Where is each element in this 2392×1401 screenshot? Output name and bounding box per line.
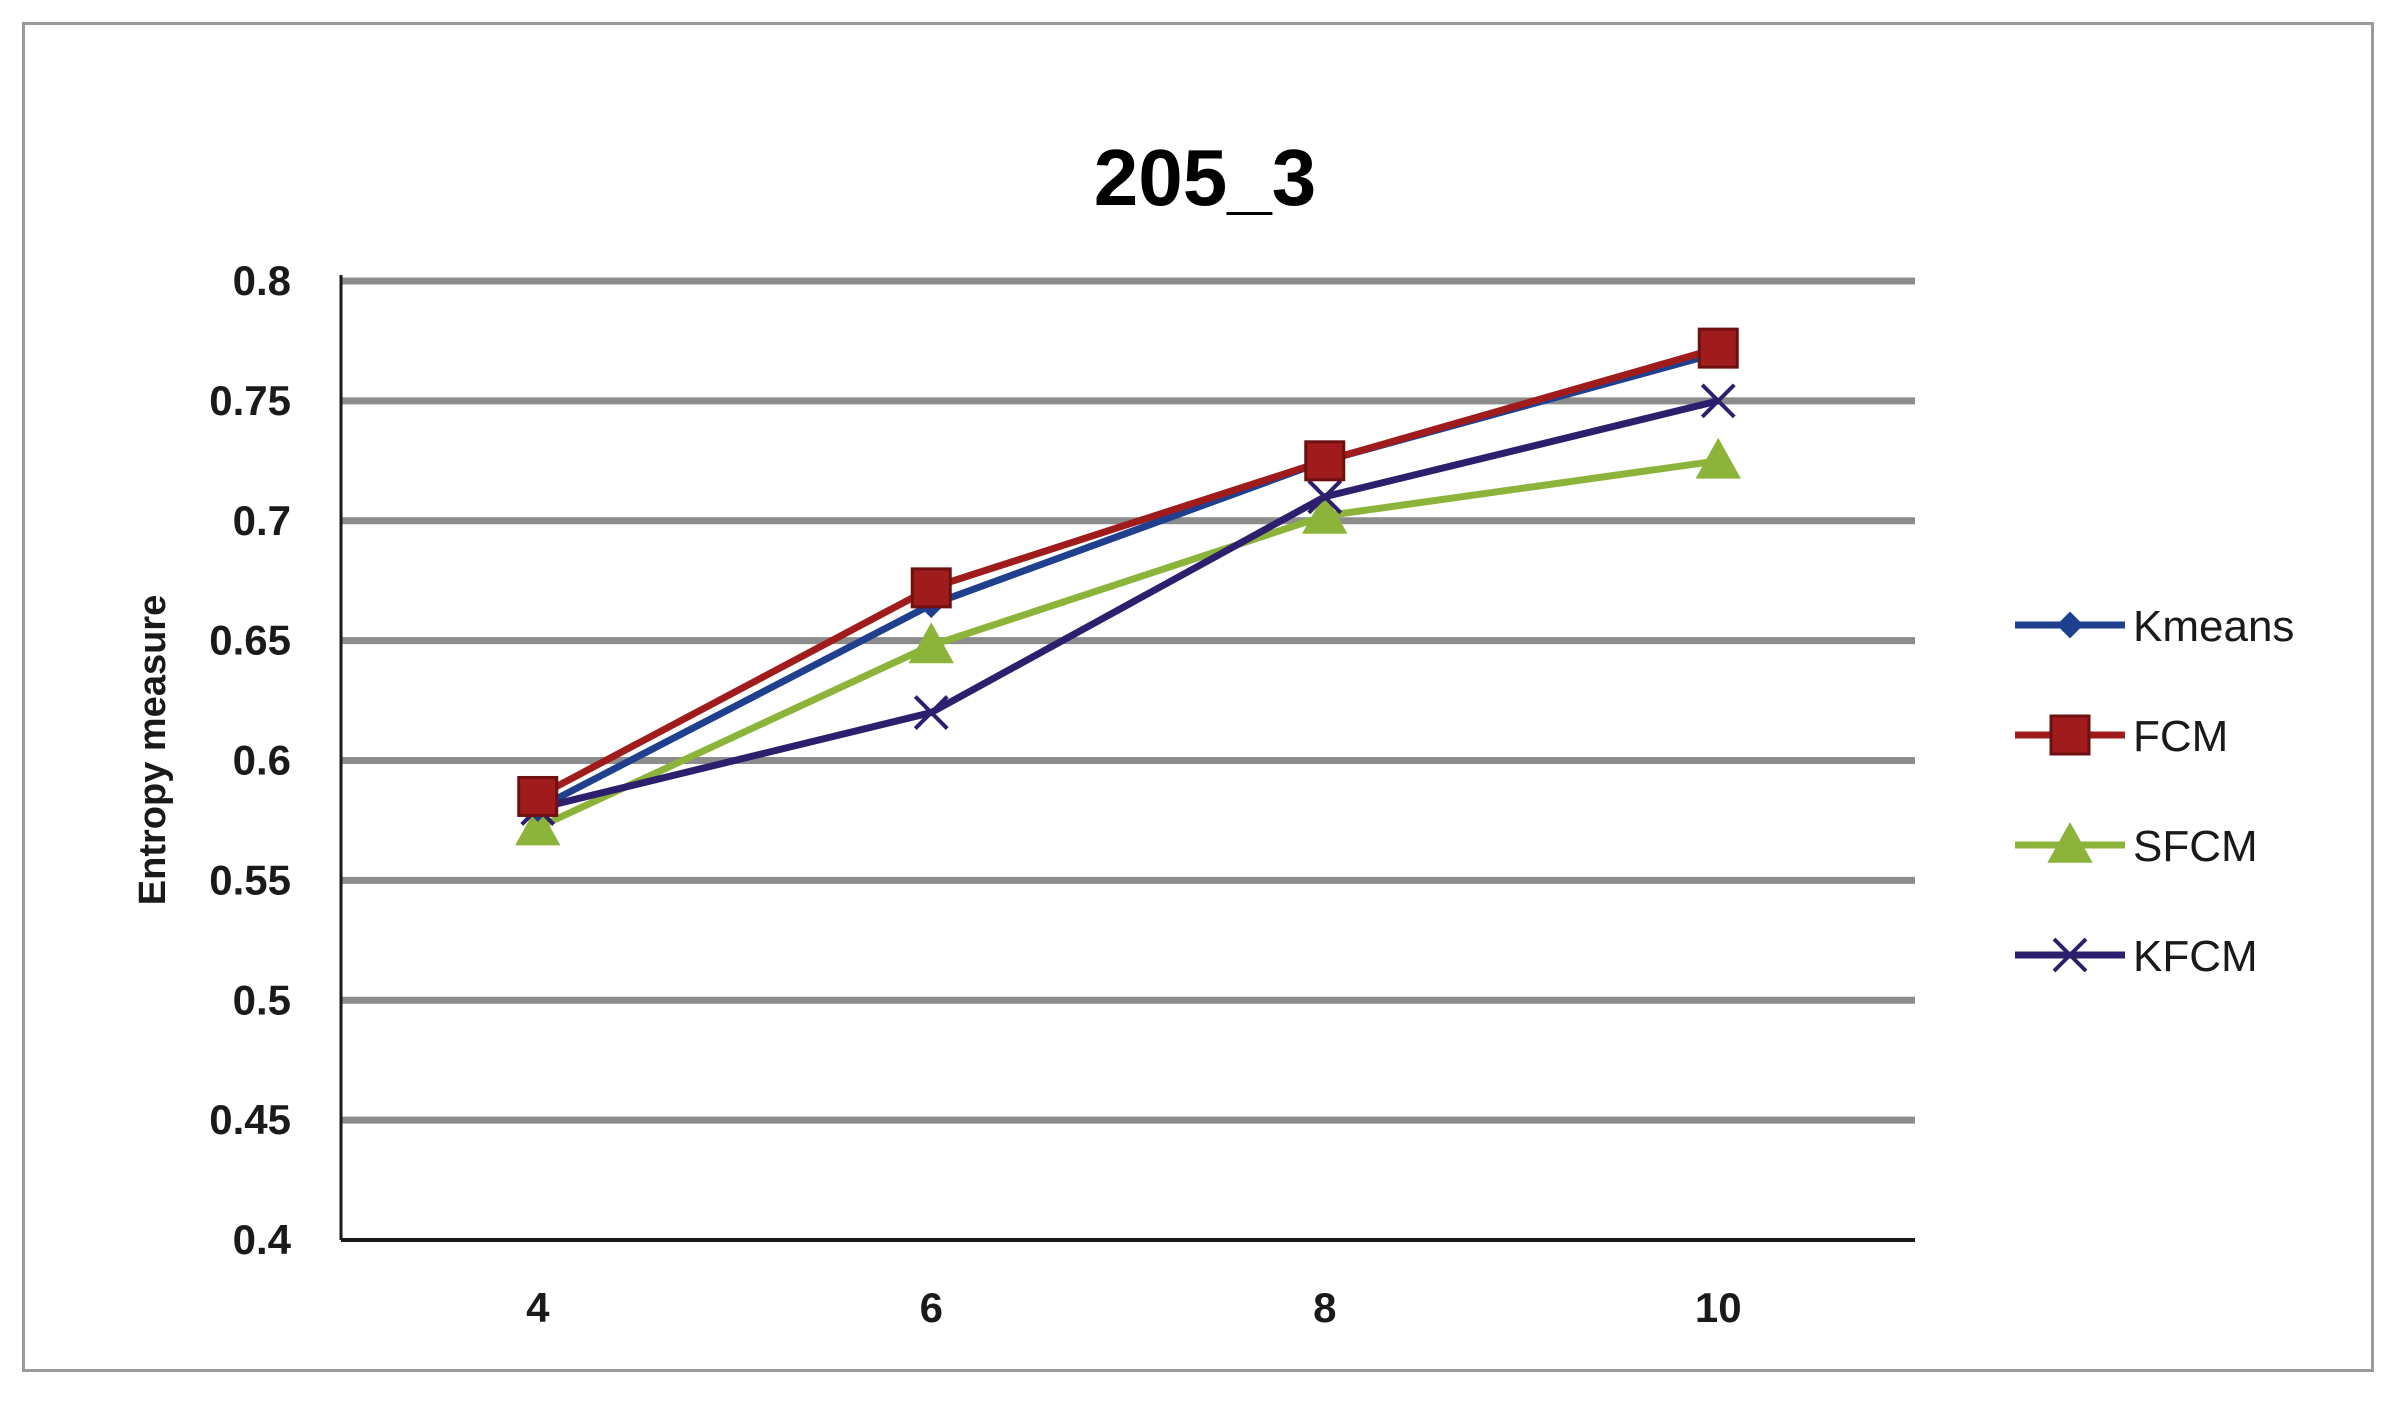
x-tick-label: 4 [526, 1284, 550, 1331]
data-point [913, 695, 949, 730]
legend-item: SFCM [2015, 821, 2258, 871]
legend-marker [2047, 821, 2093, 863]
data-point [1307, 479, 1343, 515]
series-sfcm [515, 437, 1741, 846]
legend-marker [2056, 611, 2084, 639]
y-tick-label: 0.7 [233, 497, 291, 544]
y-tick-label: 0.6 [233, 737, 291, 784]
legend-item: Kmeans [2015, 602, 2294, 651]
data-point [1700, 383, 1736, 419]
series-fcm [517, 327, 1739, 817]
y-tick-label: 0.8 [233, 257, 291, 304]
series-lines [515, 327, 1741, 846]
series-line [536, 397, 1720, 812]
legend-label: SFCM [2133, 822, 2258, 871]
line-chart: 205_3 0.4 0.45 0.5 0.55 0.6 0.65 0.7 0.75 0.8 4 6… [132, 133, 2294, 1331]
legend: Kmeans FCM SFCM KFCM [2015, 602, 2294, 981]
legend-marker [2052, 937, 2088, 973]
data-point [1697, 327, 1739, 369]
data-point [517, 775, 559, 817]
data-point [1302, 492, 1348, 534]
data-point [908, 622, 954, 664]
series-line [536, 344, 1720, 800]
chart-title: 205_3 [1094, 133, 1316, 222]
y-tick-label: 0.5 [233, 976, 291, 1023]
data-point [1695, 437, 1741, 479]
y-tick-label: 0.55 [209, 856, 291, 903]
x-tick-label: 8 [1313, 1284, 1336, 1331]
legend-marker [2049, 714, 2091, 756]
data-point [910, 567, 952, 609]
y-axis-label: Entropy measure [132, 595, 174, 905]
y-tick-label: 0.65 [209, 617, 291, 664]
legend-label: KFCM [2133, 932, 2258, 981]
x-tick-label: 10 [1695, 1284, 1742, 1331]
y-tick-labels: 0.4 0.45 0.5 0.55 0.6 0.65 0.7 0.75 0.8 [209, 257, 291, 1263]
legend-label: Kmeans [2133, 602, 2294, 651]
y-tick-label: 0.4 [233, 1216, 292, 1263]
data-point [1304, 440, 1346, 482]
y-tick-label: 0.45 [209, 1096, 291, 1143]
legend-item: FCM [2015, 712, 2228, 761]
legend-label: FCM [2133, 712, 2228, 761]
y-tick-label: 0.75 [209, 377, 291, 424]
series-line [536, 457, 1719, 831]
data-point [515, 804, 561, 846]
axes [339, 275, 1915, 1242]
legend-item: KFCM [2015, 932, 2258, 981]
x-tick-label: 6 [920, 1284, 943, 1331]
x-tick-labels: 4 6 8 10 [526, 1284, 1742, 1331]
chart-frame: 205_3 0.4 0.45 0.5 0.55 0.6 0.65 0.7 0.75 0.8 4 6… [22, 22, 2374, 1372]
